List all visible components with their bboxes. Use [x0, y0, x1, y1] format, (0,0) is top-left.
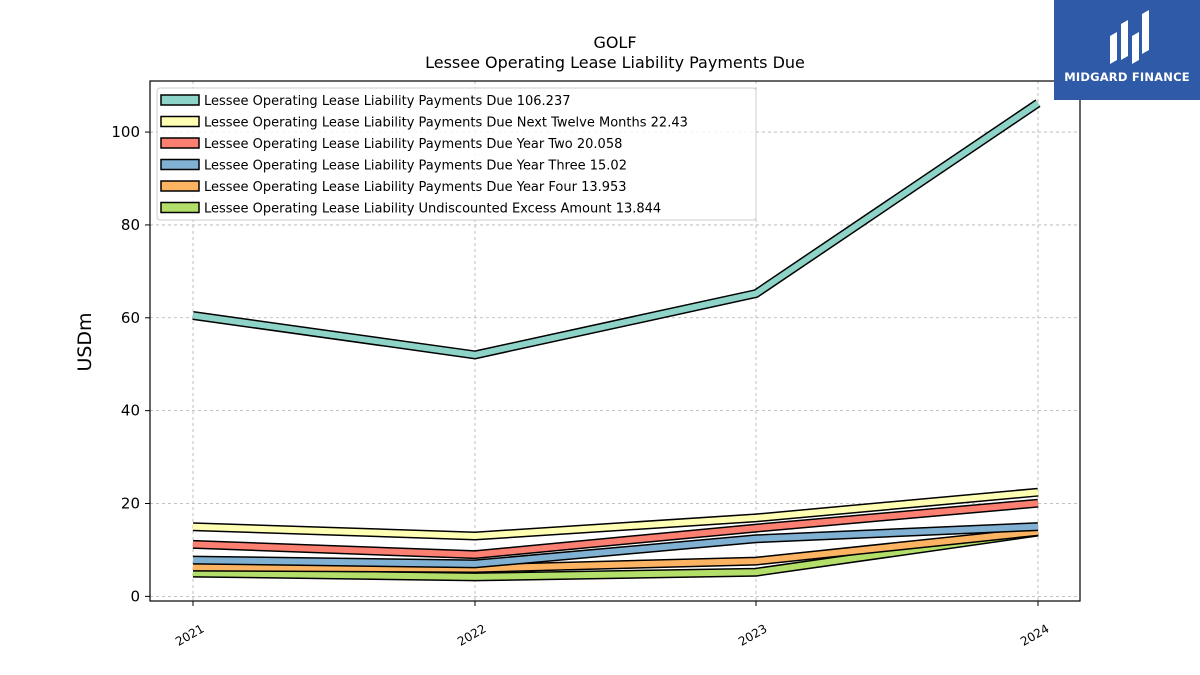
plot-frame [149, 80, 1081, 602]
series-lines [192, 99, 1041, 582]
y-axis: 0 20 40 60 80 100 [111, 123, 150, 605]
x-tick-label: 2022 [455, 621, 488, 648]
brand-logo: MIDGARD FINANCE [1054, 0, 1200, 100]
y-tick-label: 40 [121, 402, 140, 420]
legend-swatch [160, 115, 200, 128]
legend-label: Lessee Operating Lease Liability Undisco… [204, 202, 661, 217]
legend-swatch [160, 201, 200, 214]
legend-label: Lessee Operating Lease Liability Payment… [204, 159, 627, 174]
series-line [192, 527, 1039, 582]
y-tick-label: 60 [121, 309, 140, 327]
series-line [192, 99, 1041, 360]
midgard-logo-icon [1110, 10, 1149, 64]
y-axis-label: USDm [74, 312, 96, 371]
legend-label: Lessee Operating Lease Liability Payment… [204, 180, 627, 195]
legend-label: Lessee Operating Lease Liability Payment… [204, 116, 688, 131]
legend-item: Lessee Operating Lease Liability Payment… [160, 137, 622, 152]
legend-box [156, 87, 757, 221]
x-tick-label: 2021 [173, 621, 206, 648]
legend-label: Lessee Operating Lease Liability Payment… [204, 137, 622, 152]
legend: Lessee Operating Lease Liability Payment… [156, 87, 757, 221]
series-line [192, 487, 1039, 541]
legend-item: Lessee Operating Lease Liability Undisco… [160, 201, 661, 217]
y-tick-label: 20 [121, 495, 140, 513]
series-line-fill [192, 100, 1040, 358]
series-line-fill [192, 528, 1039, 572]
legend-item: Lessee Operating Lease Liability Payment… [160, 94, 570, 109]
chart-title: GOLF [593, 33, 636, 52]
chart-subtitle: Lessee Operating Lease Liability Payment… [425, 53, 805, 72]
legend-swatch [160, 137, 200, 149]
brand-name: MIDGARD FINANCE [1064, 70, 1190, 84]
legend-item: Lessee Operating Lease Liability Payment… [160, 115, 688, 131]
y-tick-label: 0 [130, 587, 140, 605]
series-line-fill [192, 489, 1039, 540]
series-line-fill [192, 500, 1039, 558]
series-line [192, 498, 1039, 560]
x-tick-label: 2023 [736, 621, 769, 648]
legend-swatch [160, 158, 200, 171]
y-tick-label: 100 [111, 123, 140, 141]
series-line-fill [192, 529, 1039, 580]
legend-item: Lessee Operating Lease Liability Payment… [160, 158, 627, 174]
series-line-fill [192, 523, 1039, 567]
y-tick-label: 80 [121, 216, 140, 234]
legend-swatch [160, 180, 200, 192]
series-line [192, 522, 1039, 569]
x-tick-label: 2024 [1018, 621, 1051, 648]
legend-swatch [160, 94, 200, 106]
series-line [192, 527, 1039, 574]
x-axis: 2021 2022 2023 2024 [173, 601, 1052, 649]
legend-label: Lessee Operating Lease Liability Payment… [204, 94, 570, 109]
legend-item: Lessee Operating Lease Liability Payment… [160, 180, 627, 195]
